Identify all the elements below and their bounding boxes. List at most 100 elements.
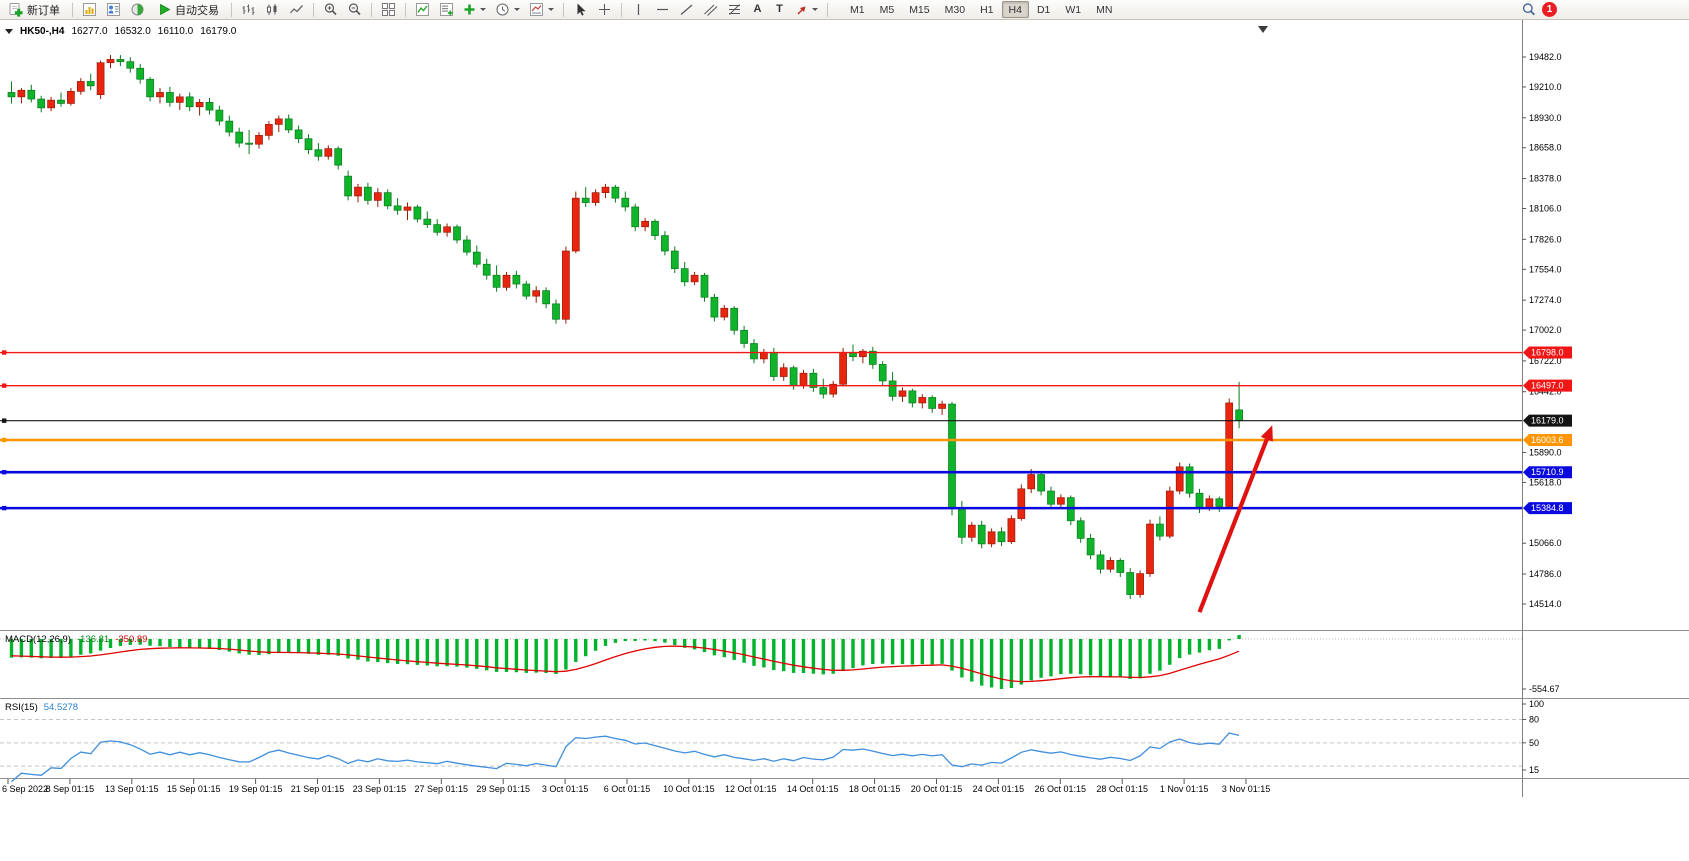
fibonacci-tool[interactable] [723,1,746,19]
svg-text:17274.0: 17274.0 [1529,295,1562,305]
crosshair-tool-button[interactable] [593,1,616,19]
rsi-line [11,732,1240,783]
indicator-list-icon [439,2,454,17]
svg-text:14514.0: 14514.0 [1529,599,1562,609]
bar-chart-button[interactable] [237,1,260,19]
symbol-period: HK50-,H4 [20,26,65,37]
data-window-button[interactable] [102,1,125,19]
svg-text:18378.0: 18378.0 [1529,174,1562,184]
notification-badge[interactable]: 1 [1542,2,1557,17]
indicators-button[interactable] [411,1,434,19]
line-handle[interactable] [2,505,7,511]
add-indicator-dropdown[interactable] [459,1,490,19]
line-chart-button[interactable] [285,1,308,19]
auto-trading-button[interactable]: 自动交易 [150,1,226,19]
cursor-tool-button[interactable] [569,1,592,19]
rsi-name: RSI(15) [5,702,38,713]
timeframe-m1[interactable]: M1 [843,1,872,18]
trendline-tool[interactable] [675,1,698,19]
date-label: 1 Nov 01:15 [1160,784,1209,794]
chart-shift-marker[interactable] [1258,26,1268,33]
line-handle[interactable] [2,470,7,475]
date-label: 8 Sep 01:15 [46,784,95,794]
price-tag [1523,433,1572,446]
trend-arrow[interactable] [1197,425,1273,613]
line-handle[interactable] [2,418,7,423]
date-label: 14 Oct 01:15 [787,784,839,794]
timeframe-m30[interactable]: M30 [938,1,972,18]
timeframe-m15[interactable]: M15 [902,1,936,18]
svg-text:100: 100 [1529,699,1544,709]
date-label: 6 Sep 2022 [2,784,48,794]
line-handle[interactable] [2,383,7,388]
line-chart-icon [289,2,304,17]
candlestick-chart-icon [265,2,280,17]
rsi-value: 54.5278 [43,702,79,713]
svg-text:17554.0: 17554.0 [1529,264,1562,274]
auto-trading-label: 自动交易 [175,4,219,17]
svg-text:80: 80 [1529,715,1539,725]
date-label: 6 Oct 01:15 [604,784,651,794]
arrow-symbol-icon [795,3,808,16]
rsi-axis: 100 80 50 15 [1522,699,1544,775]
new-order-icon [9,2,24,17]
price-tag-label: 16497.0 [1531,381,1564,391]
price-tag [1523,379,1572,392]
macd-signal-line [11,645,1240,683]
date-label: 12 Oct 01:15 [725,784,777,794]
crosshair-icon [597,2,612,17]
chart-canvas[interactable]: 19482.0 19210.0 18930.0 18658.0 18378.0 18106… [0,20,1689,861]
timeframe-h4[interactable]: H4 [1001,1,1029,18]
search-button[interactable] [1517,1,1541,19]
timeframe-m5[interactable]: M5 [873,1,902,18]
horizontal-line-tool[interactable] [651,1,674,19]
bar-chart-icon [241,2,256,17]
indicators-icon [415,2,430,17]
vertical-line-tool[interactable] [627,1,650,19]
rsi-levels [0,719,1522,767]
panel-separators[interactable] [0,630,1689,779]
svg-text:19210.0: 19210.0 [1529,82,1562,92]
line-handle[interactable] [2,437,7,443]
tile-windows-button[interactable] [377,1,400,19]
separator [621,2,622,17]
timeframe-group: M1 M5 M15 M30 H1 H4 D1 W1 MN [843,1,1119,18]
svg-text:15: 15 [1529,765,1539,775]
svg-text:18106.0: 18106.0 [1529,204,1562,214]
chevron-down-icon [548,8,554,11]
fibonacci-icon [727,2,742,17]
period-dropdown[interactable] [491,1,524,19]
indicator-list-button[interactable] [435,1,458,19]
timeframe-h1[interactable]: H1 [973,1,1000,18]
timeframe-w1[interactable]: W1 [1058,1,1088,18]
date-label: 3 Oct 01:15 [542,784,589,794]
cursor-icon [573,2,588,17]
label-tool[interactable]: T [769,1,790,19]
timeframe-d1[interactable]: D1 [1030,1,1057,18]
macd-histogram [9,634,1241,689]
text-tool[interactable]: A [747,1,768,19]
horizontal-line-icon [655,2,670,17]
arrows-tool[interactable] [791,1,822,19]
market-watch-button[interactable] [78,1,101,19]
new-order-button[interactable]: 新订单 [2,1,67,19]
zoom-out-button[interactable] [343,1,366,19]
navigator-button[interactable] [126,1,149,19]
macd-name: MACD(12,26,9) [5,634,71,645]
open-value: 16277.0 [71,26,108,37]
price-tag [1523,466,1572,479]
channel-tool[interactable] [699,1,722,19]
horizontal-lines-layer [0,350,1522,511]
candlestick-chart-button[interactable] [261,1,284,19]
navigator-icon [130,2,145,17]
text-tool-label: A [753,3,762,15]
data-window-icon [106,2,121,17]
chevron-down-icon [480,8,486,11]
template-dropdown[interactable] [525,1,558,19]
macd-signal-value: -350.89 [115,634,148,645]
chart-menu-icon[interactable] [5,29,13,34]
timeframe-mn[interactable]: MN [1089,1,1119,18]
line-handle[interactable] [2,350,7,355]
zoom-in-button[interactable] [319,1,342,19]
